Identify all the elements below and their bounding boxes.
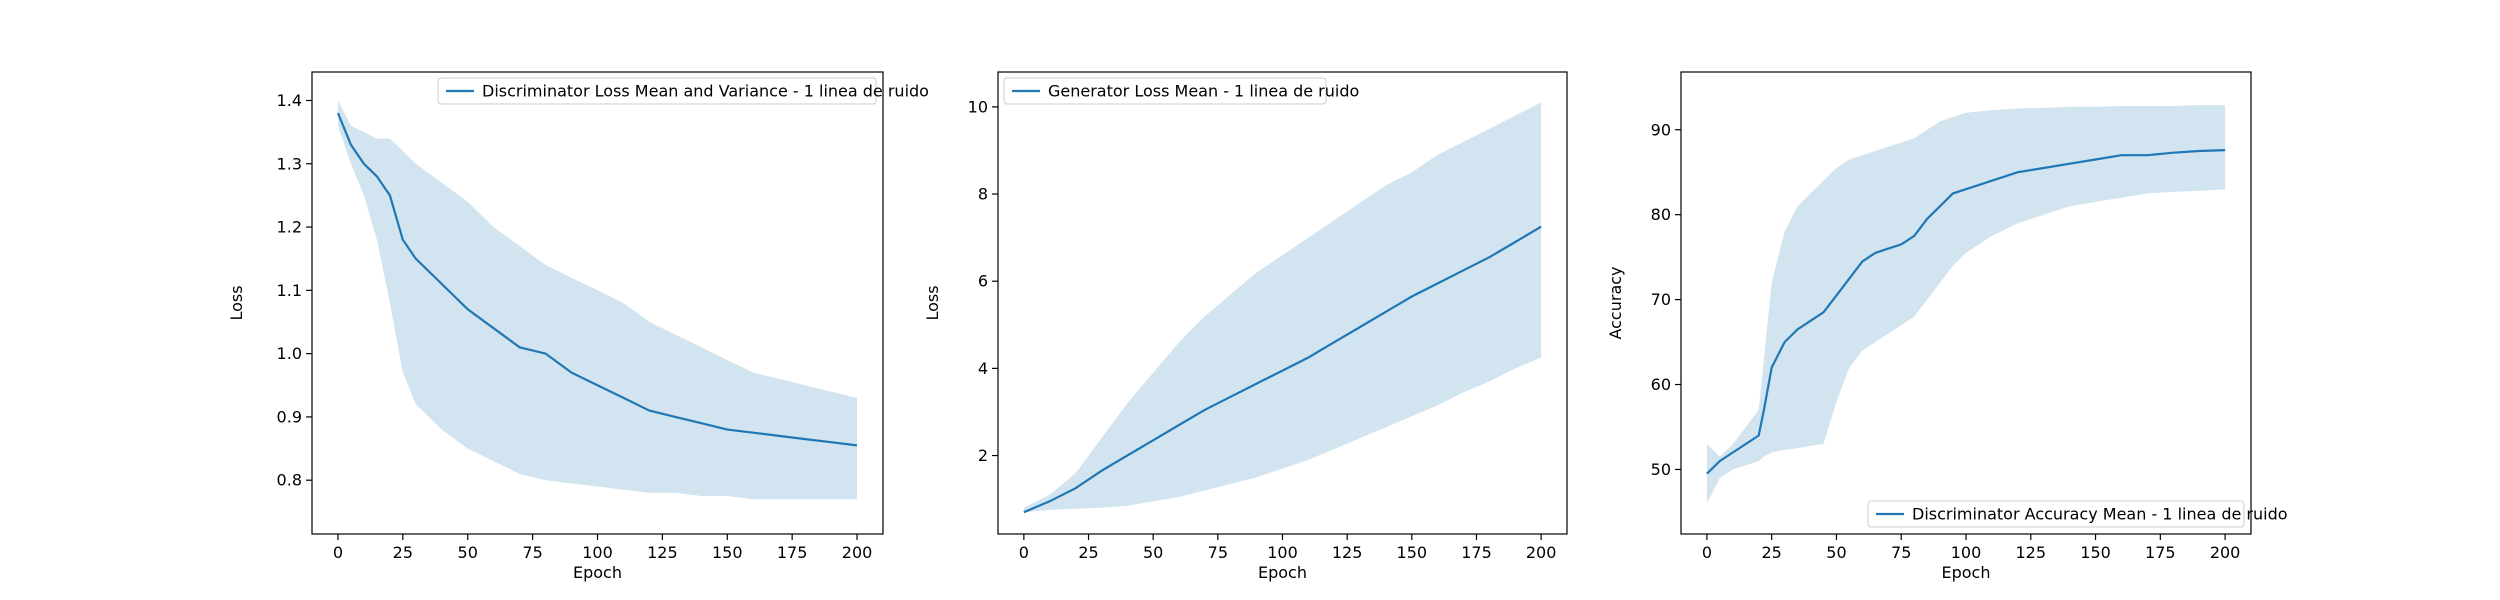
y-tick-label: 10 (968, 97, 988, 116)
variance-band (1023, 102, 1542, 513)
x-tick-label: 175 (1461, 543, 1492, 562)
legend-box (1003, 77, 1327, 105)
y-tick-label: 90 (1651, 120, 1671, 139)
y-tick-label: 1.0 (277, 344, 302, 363)
x-tick-label: 25 (1762, 543, 1782, 562)
legend-label: Discriminator Accuracy Mean - 1 linea de… (1912, 505, 2288, 524)
mean-line (1706, 149, 2226, 475)
x-axis-label: Epoch (1258, 563, 1307, 582)
y-tick-label: 1.2 (277, 218, 302, 237)
x-tick-label: 150 (712, 543, 743, 562)
y-tick-label: 1.3 (277, 154, 302, 173)
x-tick-label: 100 (1951, 543, 1982, 562)
y-tick-label: 8 (978, 185, 988, 204)
y-tick-label: 2 (978, 446, 988, 465)
x-tick-label: 75 (1208, 543, 1228, 562)
x-tick-label: 0 (1019, 543, 1029, 562)
x-tick-label: 150 (1397, 543, 1428, 562)
x-tick-label: 125 (2015, 543, 2046, 562)
chart-panel-3: 0 25 50 75 100 125 150 175 200 50 60 70 80 90 Epoch Acc… (1606, 71, 2288, 582)
x-tick-label: 175 (2145, 543, 2176, 562)
x-tick-label: 0 (333, 543, 343, 562)
legend-label: Generator Loss Mean - 1 linea de ruido (1048, 82, 1359, 101)
x-tick-label: 50 (1143, 543, 1163, 562)
x-tick-label: 75 (522, 543, 542, 562)
y-tick-label: 80 (1651, 205, 1671, 224)
legend: Generator Loss Mean - 1 linea de ruido (1003, 77, 1359, 105)
chart-panel-2: 0 25 50 75 100 125 150 175 200 2 4 6 8 10 Epoch Loss Gen… (923, 71, 1568, 582)
legend-box (437, 77, 877, 105)
x-tick-label: 200 (1526, 543, 1557, 562)
y-tick-label: 1.4 (277, 91, 302, 110)
y-axis-label: Loss (227, 285, 246, 320)
y-tick-label: 1.1 (277, 281, 302, 300)
y-axis-label: Accuracy (1606, 266, 1625, 339)
x-tick-label: 100 (1267, 543, 1298, 562)
y-tick-label: 4 (978, 359, 988, 378)
x-tick-label: 200 (2210, 543, 2241, 562)
subplots: 0 25 50 75 100 125 150 175 2000.80.91.01.11.21.3… (227, 71, 2288, 582)
x-tick-label: 125 (647, 543, 678, 562)
y-tick-label: 70 (1651, 290, 1671, 309)
y-tick-label: 60 (1651, 375, 1671, 394)
legend-label: Discriminator Loss Mean and Variance - 1… (482, 82, 929, 101)
x-axis-label: Epoch (1942, 563, 1991, 582)
y-tick-label: 50 (1651, 460, 1671, 479)
mean-line (1023, 225, 1542, 514)
x-tick-label: 175 (777, 543, 808, 562)
x-tick-label: 75 (1891, 543, 1911, 562)
y-tick-label: 0.9 (277, 407, 302, 426)
x-tick-label: 200 (842, 543, 873, 562)
legend: Discriminator Loss Mean and Variance - 1… (437, 77, 929, 105)
y-axis-label: Loss (923, 285, 942, 320)
x-tick-label: 100 (582, 543, 613, 562)
x-tick-label: 0 (1702, 543, 1712, 562)
mean-line (336, 112, 858, 447)
y-tick-label: 0.8 (277, 471, 302, 490)
x-tick-label: 50 (458, 543, 478, 562)
x-tick-label: 50 (1826, 543, 1846, 562)
x-tick-label: 25 (393, 543, 413, 562)
variance-band (1706, 105, 2226, 504)
x-tick-label: 150 (2080, 543, 2111, 562)
legend: Discriminator Accuracy Mean - 1 linea de… (1867, 500, 2288, 528)
legend-box (1867, 500, 2245, 528)
x-tick-label: 25 (1078, 543, 1098, 562)
y-tick-label: 6 (978, 272, 988, 291)
chart-panel-1: 0 25 50 75 100 125 150 175 200 0.8 0.9 1.0 1.1 1.2 1.3… (227, 71, 929, 582)
x-axis-label: Epoch (573, 563, 622, 582)
x-tick-label: 125 (1332, 543, 1363, 562)
variance-band (338, 100, 857, 500)
